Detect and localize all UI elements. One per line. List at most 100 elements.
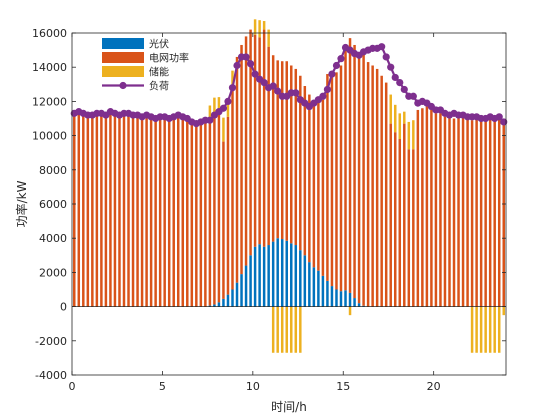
bar-series-0-37 (240, 274, 243, 307)
bar-series-1-11 (122, 113, 126, 307)
bar-series-1-51 (303, 86, 307, 256)
bar-series-1-77 (421, 108, 424, 307)
bar-series-1-90 (479, 118, 483, 307)
y-tick-label-10: 16000 (32, 27, 67, 40)
load-point-36 (233, 61, 241, 70)
bar-series-1-34 (226, 116, 230, 295)
bar-series-0-44 (271, 241, 275, 307)
x-tick-label-4: 20 (427, 380, 441, 393)
bar-series-1-43 (267, 46, 270, 246)
bar-series-2-31 (213, 97, 216, 114)
bar-series-1-95 (502, 121, 505, 307)
bar-series-1-66 (371, 65, 374, 307)
bar-series-1-54 (317, 99, 320, 271)
bar-series-2-94 (497, 306, 501, 353)
bar-series-2-41 (258, 20, 261, 38)
load-point-94 (495, 113, 503, 121)
load-point-40 (251, 70, 259, 78)
bar-series-1-58 (335, 72, 338, 290)
bar-series-1-61 (348, 38, 352, 293)
y-tick-label-6: 8000 (39, 164, 67, 177)
bar-series-1-70 (389, 123, 392, 307)
bar-series-1-41 (258, 37, 261, 245)
load-point-33 (219, 104, 228, 112)
bar-series-1-78 (425, 106, 429, 307)
bar-series-0-57 (330, 286, 334, 307)
bar-series-2-70 (389, 94, 392, 124)
bar-series-0-56 (326, 280, 329, 307)
load-point-68 (378, 43, 386, 51)
load-point-95 (500, 118, 508, 126)
x-tick-label-0: 0 (69, 380, 76, 393)
bar-series-1-29 (204, 120, 207, 307)
y-tick-label-7: 10000 (32, 130, 67, 143)
bar-series-0-60 (344, 290, 347, 307)
legend-swatch-0 (102, 38, 144, 49)
bar-series-2-43 (267, 29, 270, 47)
bar-series-1-17 (149, 116, 153, 307)
bar-series-1-48 (290, 65, 293, 244)
load-point-38 (242, 53, 250, 61)
bar-series-2-48 (290, 306, 293, 353)
bar-series-1-62 (353, 44, 356, 299)
bar-series-1-7 (104, 115, 108, 307)
load-point-44 (269, 82, 277, 90)
bar-series-2-90 (479, 306, 483, 353)
bar-series-2-72 (398, 113, 402, 140)
bar-series-1-53 (312, 101, 316, 268)
bar-series-2-88 (470, 306, 474, 353)
bar-series-1-83 (448, 118, 451, 307)
bar-series-1-52 (308, 94, 311, 263)
load-point-34 (224, 97, 232, 105)
bar-series-1-31 (213, 113, 216, 305)
load-point-75 (409, 92, 417, 100)
bar-series-0-49 (294, 245, 298, 307)
load-point-58 (332, 61, 341, 70)
y-tick-label-5: 6000 (39, 198, 67, 211)
bar-series-2-93 (493, 306, 496, 353)
bar-series-1-63 (357, 53, 361, 304)
bar-series-2-34 (226, 101, 230, 117)
bar-series-1-89 (475, 118, 478, 307)
bar-series-0-39 (249, 255, 252, 307)
bar-series-0-38 (244, 265, 248, 307)
bar-series-1-33 (222, 141, 225, 299)
load-point-71 (391, 73, 399, 82)
bar-series-1-30 (208, 119, 212, 306)
bar-series-2-50 (299, 306, 302, 353)
bar-series-2-92 (488, 306, 492, 353)
bar-series-2-91 (484, 306, 487, 353)
bar-series-1-22 (172, 116, 175, 307)
bar-series-1-23 (177, 115, 180, 307)
legend-swatch-1 (102, 52, 144, 63)
y-tick-label-4: 4000 (39, 232, 67, 245)
bar-series-0-42 (262, 246, 266, 307)
bar-series-1-71 (394, 132, 397, 307)
bar-series-1-81 (439, 113, 442, 307)
load-point-42 (260, 78, 268, 87)
bar-series-2-74 (407, 121, 411, 150)
bar-series-1-14 (136, 115, 139, 307)
bar-series-1-55 (321, 99, 325, 276)
bar-series-1-19 (158, 116, 162, 307)
load-point-30 (206, 116, 214, 124)
bar-series-1-67 (375, 68, 379, 307)
bar-series-2-89 (475, 306, 478, 353)
bar-series-1-37 (240, 44, 243, 275)
bar-series-1-9 (113, 113, 117, 307)
bar-series-1-85 (457, 118, 460, 307)
bar-series-0-34 (226, 294, 230, 307)
legend-label-2: 储能 (149, 66, 169, 79)
load-point-70 (387, 63, 395, 71)
bar-series-1-5 (95, 113, 99, 307)
load-point-69 (382, 53, 390, 61)
bar-series-1-82 (443, 116, 447, 307)
bar-series-1-10 (118, 115, 121, 307)
load-point-55 (319, 92, 327, 100)
y-tick-label-9: 14000 (32, 61, 67, 74)
bar-series-1-6 (100, 113, 103, 307)
x-tick-label-1: 5 (159, 380, 166, 393)
bar-series-0-33 (222, 298, 225, 307)
load-point-73 (400, 85, 408, 94)
